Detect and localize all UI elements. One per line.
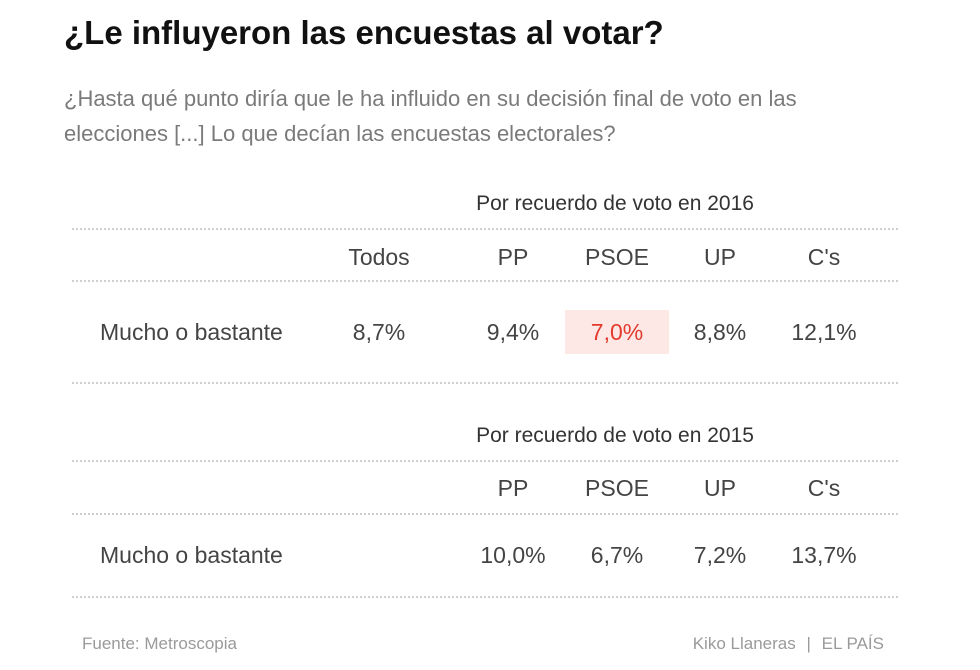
value-psoe-2015: 6,7%: [590, 542, 644, 568]
section-title-2016: Por recuerdo de voto en 2016: [476, 192, 754, 215]
divider: [72, 513, 898, 515]
section-title-2015: Por recuerdo de voto en 2015: [476, 424, 754, 447]
value-cs-2016: 12,1%: [791, 319, 857, 345]
chart-title: ¿Le influyeron las encuestas al votar?: [64, 14, 664, 51]
credit-line: Kiko Llaneras | EL PAÍS: [693, 634, 884, 654]
divider: [72, 228, 898, 230]
publisher-credit: EL PAÍS: [821, 634, 884, 653]
value-todos-2016: 8,7%: [352, 319, 406, 345]
row-label-2016: Mucho o bastante: [100, 319, 283, 345]
value-psoe-2016-highlighted: 7,0%: [565, 310, 669, 354]
value-pp-2016: 9,4%: [486, 319, 540, 345]
source-note: Fuente: Metroscopia: [82, 634, 237, 653]
divider: [72, 280, 898, 282]
col-header-pp-2015: PP: [497, 475, 529, 501]
row-label-2015: Mucho o bastante: [100, 542, 283, 568]
divider: [72, 460, 898, 462]
col-header-psoe-2015: PSOE: [585, 475, 649, 501]
credit-separator: |: [806, 634, 811, 653]
author-credit: Kiko Llaneras: [692, 634, 796, 653]
col-header-up-2016: UP: [704, 244, 736, 270]
value-up-2016: 8,8%: [693, 319, 747, 345]
divider: [72, 596, 898, 598]
col-header-cs-2016: C's: [807, 244, 841, 270]
col-header-todos: Todos: [348, 244, 410, 270]
col-header-cs-2015: C's: [807, 475, 841, 501]
value-up-2015: 7,2%: [693, 542, 747, 568]
value-pp-2015: 10,0%: [480, 542, 546, 568]
chart-subtitle: ¿Hasta qué punto diría que le ha influid…: [64, 86, 797, 146]
value-cs-2015: 13,7%: [791, 542, 857, 568]
col-header-up-2015: UP: [704, 475, 736, 501]
col-header-pp-2016: PP: [497, 244, 529, 270]
divider: [72, 382, 898, 384]
col-header-psoe-2016: PSOE: [585, 244, 649, 270]
